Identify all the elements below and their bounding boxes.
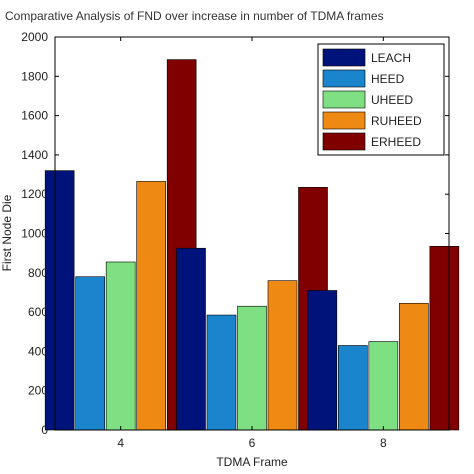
- y-tick-label: 1400: [21, 148, 48, 162]
- legend-label-erheed: ERHEED: [371, 135, 421, 149]
- legend-label-uheed: UHEED: [371, 93, 413, 107]
- legend-swatch-uheed: [322, 90, 366, 109]
- bar-ruheed-8: [399, 302, 429, 431]
- bar-heed-8: [338, 345, 368, 431]
- legend: LEACH HEED UHEED RUHEED ERHEED: [317, 43, 445, 156]
- x-tick-label: 6: [249, 436, 256, 450]
- y-tick-label: 400: [28, 344, 48, 358]
- y-tick-label: 200: [28, 384, 48, 398]
- bar-erheed-8: [429, 245, 460, 431]
- y-axis-label: First Node Die: [0, 194, 14, 271]
- y-tick-label: 600: [28, 305, 48, 319]
- x-axis-label: TDMA Frame: [216, 455, 288, 469]
- y-tick-label: 2000: [21, 30, 48, 44]
- x-axis-ticks: 4 6 8: [117, 37, 387, 450]
- x-tick-label: 4: [117, 436, 124, 450]
- bar-heed-4: [75, 276, 105, 431]
- y-tick-label: 1200: [21, 187, 48, 201]
- chart-title: Comparative Analysis of FND over increas…: [5, 9, 384, 23]
- y-tick-label: 0: [41, 423, 48, 437]
- legend-swatch-erheed: [322, 132, 366, 151]
- bar-leach-6: [176, 247, 206, 431]
- bar-heed-6: [206, 314, 237, 431]
- bar-ruheed-6: [267, 280, 298, 431]
- y-tick-label: 1800: [21, 69, 48, 83]
- y-tick-label: 800: [28, 266, 48, 280]
- bars: [44, 59, 460, 431]
- x-tick-label: 8: [380, 436, 387, 450]
- legend-label-leach: LEACH: [371, 51, 411, 65]
- bar-uheed-4: [105, 261, 136, 431]
- bar-uheed-6: [237, 305, 267, 431]
- y-axis-ticks: 0 200 400 600 800 1000 1200 1400 1600 1800 2000: [21, 30, 449, 437]
- legend-swatch-ruheed: [322, 111, 366, 130]
- legend-label-heed: HEED: [371, 72, 405, 86]
- y-tick-label: 1600: [21, 109, 48, 123]
- legend-swatch-heed: [322, 69, 366, 88]
- bar-ruheed-4: [136, 181, 166, 431]
- bar-leach-4: [44, 170, 75, 431]
- bar-uheed-8: [368, 341, 399, 431]
- legend-swatch-leach: [322, 48, 366, 67]
- legend-label-ruheed: RUHEED: [371, 114, 422, 128]
- bar-leach-8: [307, 290, 338, 431]
- y-tick-label: 1000: [21, 227, 48, 241]
